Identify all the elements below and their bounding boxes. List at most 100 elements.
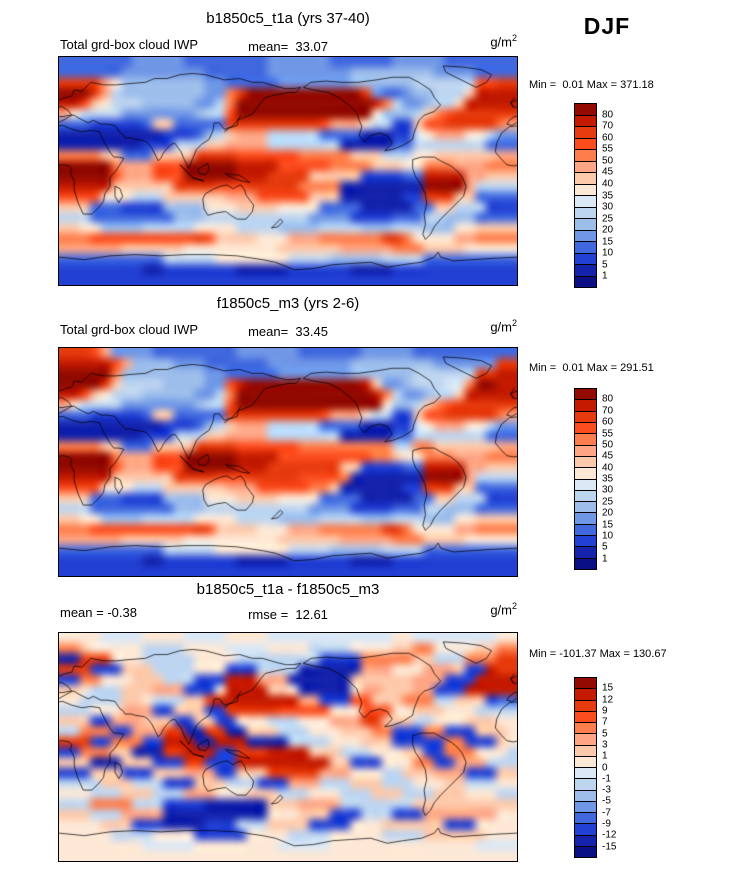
colorbar-tick-label: -9 [602, 818, 611, 830]
colorbar-band [575, 206, 596, 218]
colorbar-tick-label: 45 [602, 166, 614, 178]
colorbar-band [575, 834, 596, 846]
colorbar-tick-label: 15 [602, 519, 614, 530]
panel2-title: f1850c5_m3 (yrs 2-6) [216, 295, 360, 312]
colorbar-tick-label: 20 [602, 224, 614, 236]
colorbar-band [575, 678, 596, 689]
colorbar-band [575, 535, 596, 547]
colorbar-tick-label: 3 [602, 739, 608, 751]
colorbar-band [575, 195, 596, 207]
colorbar-tick-label: 7 [602, 716, 608, 728]
colorbar-tick-label: 15 [602, 236, 614, 248]
colorbar-tick-label: 25 [602, 496, 614, 508]
colorbar-tick-label: 40 [602, 462, 614, 474]
panel1-world-map [58, 56, 518, 286]
colorbar-tick-label: 12 [602, 694, 614, 706]
colorbar-band [575, 546, 596, 558]
colorbar-tick-label: 15 [602, 682, 614, 694]
colorbar-band [575, 767, 596, 779]
colorbar-tick-label: 50 [602, 439, 614, 451]
colorbar-band [575, 501, 596, 513]
colorbar-band [575, 789, 596, 801]
colorbar-band [575, 512, 596, 524]
colorbar-band [575, 149, 596, 161]
colorbar-tick-label: 60 [602, 132, 614, 144]
panel1-units-label: g/m2 [490, 33, 517, 50]
colorbar-tick-label: 5 [602, 259, 608, 271]
colorbar-band [575, 455, 596, 468]
panel1-title: b1850c5_t1a (yrs 37-40) [206, 10, 370, 27]
colorbar-band [575, 722, 596, 734]
colorbar-band [575, 800, 596, 812]
panel2-world-map [58, 347, 518, 577]
panel3-minmax-label: Min = -101.37 Max = 130.67 [529, 648, 667, 660]
colorbar-band [575, 688, 596, 700]
colorbar-tick-label: 5 [602, 541, 608, 553]
panel3-title: b1850c5_t1a - f1850c5_m3 [196, 581, 380, 598]
colorbar-band [575, 160, 596, 172]
colorbar-band [575, 845, 596, 857]
colorbar-band [575, 444, 596, 456]
colorbar-band [575, 241, 596, 253]
panel2-variable-label: Total grd-box cloud IWP [60, 322, 199, 337]
colorbar-tick-label: 70 [602, 405, 614, 417]
colorbar-band [575, 229, 596, 241]
colorbar-band [575, 421, 596, 434]
colorbar-tick-label: -7 [602, 807, 611, 819]
colorbar-band [575, 137, 596, 149]
colorbar-tick-label: 9 [602, 705, 608, 717]
colorbar-band [575, 410, 596, 422]
colorbar-tick-label: 10 [602, 530, 614, 542]
panel1-colorbar: 80 70 60 55 50 45 40 35 30 25 20 15 10 5 1 [574, 103, 613, 288]
colorbar-band [575, 523, 596, 536]
colorbar-band [575, 812, 596, 824]
colorbar-band [575, 172, 596, 184]
colorbar-band [575, 557, 596, 569]
colorbar-band [575, 489, 596, 502]
colorbar-tick-label: 10 [602, 247, 614, 259]
colorbar-band [575, 126, 596, 138]
season-label: DJF [583, 13, 631, 39]
colorbar-tick-label: 70 [602, 120, 614, 132]
colorbar-tick-label: 80 [602, 109, 614, 121]
colorbar-tick-label: 80 [602, 393, 614, 405]
colorbar-band [575, 733, 596, 745]
colorbar-tick-label: 25 [602, 213, 614, 225]
panel1-mean-value: mean= 33.07 [248, 39, 328, 54]
colorbar-band [575, 218, 596, 230]
panel3-colorbar: 15 12 9 7 5 3 1 0 -1 -3 -5 -7 -9 -12 -15 [574, 677, 616, 858]
colorbar-tick-label: 35 [602, 473, 614, 485]
colorbar-tick-label: -15 [602, 841, 617, 853]
colorbar-band [575, 389, 596, 400]
colorbar-band [575, 399, 596, 411]
colorbar-band [575, 252, 596, 264]
colorbar-tick-label: 30 [602, 201, 614, 213]
colorbar-tick-label: 1 [602, 270, 608, 282]
colorbar-bands [574, 103, 597, 288]
colorbar-tick-label: 50 [602, 155, 614, 167]
colorbar-band [575, 114, 596, 126]
colorbar-band [575, 823, 596, 835]
colorbar-bands [574, 388, 597, 570]
colorbar-band [575, 275, 596, 287]
colorbar-tick-label: 45 [602, 450, 614, 462]
colorbar-band [575, 478, 596, 490]
panel1-variable-label: Total grd-box cloud IWP [60, 37, 199, 52]
colorbar-band [575, 183, 596, 195]
panel2-units-label: g/m2 [490, 318, 517, 335]
colorbar-band [575, 755, 596, 767]
colorbar-tick-label: 40 [602, 178, 614, 190]
panel3-units-label: g/m2 [490, 601, 517, 618]
colorbar-band [575, 710, 596, 722]
colorbar-band [575, 467, 596, 479]
colorbar-band [575, 778, 596, 790]
colorbar-tick-label: 60 [602, 416, 614, 428]
colorbar-tick-label: 1 [602, 553, 608, 565]
panel3-rmse-value: rmse = 12.61 [248, 607, 328, 622]
colorbar-tick-label: 0 [602, 762, 608, 773]
colorbar-tick-label: -12 [602, 829, 617, 841]
colorbar-bands [574, 677, 597, 858]
colorbar-tick-label: 30 [602, 484, 614, 496]
panel3-world-map [58, 632, 518, 862]
